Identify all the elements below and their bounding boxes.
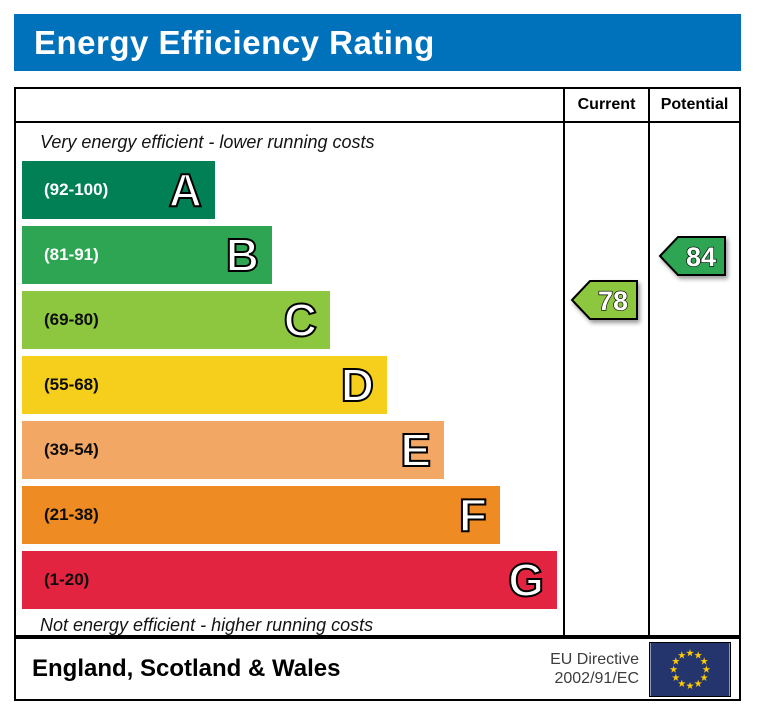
current-rating-value: 78 <box>598 286 628 316</box>
left-arrow-icon: 84 <box>658 236 726 276</box>
band-range-label: (21-38) <box>44 505 99 524</box>
band-range-label: (39-54) <box>44 440 99 459</box>
eu-flag-icon <box>649 641 731 697</box>
band-row-a: (92-100) A <box>22 161 739 219</box>
footer-bar: England, Scotland & Wales EU Directive 2… <box>14 637 741 701</box>
eu-directive-text: EU Directive 2002/91/EC <box>550 650 639 688</box>
band-row-b: (81-91) B <box>22 226 739 284</box>
band-letter: F <box>458 488 488 542</box>
band-range-label: (1-20) <box>44 570 90 589</box>
bottom-note: Not energy efficient - higher running co… <box>40 615 374 635</box>
band-bar-b: (81-91) B <box>22 226 272 284</box>
band-letter: C <box>283 293 318 347</box>
band-letter: D <box>340 358 375 412</box>
potential-column-divider <box>648 123 650 635</box>
band-row-e: (39-54) E <box>22 421 739 479</box>
band-row-f: (21-38) F <box>22 486 739 544</box>
band-letter: G <box>507 553 545 607</box>
band-bar-c: (69-80) C <box>22 291 330 349</box>
eu-directive-line1: EU Directive <box>550 651 639 668</box>
page-title: Energy Efficiency Rating <box>34 23 435 61</box>
band-bar-d: (55-68) D <box>22 356 387 414</box>
band-row-g: (1-20) G <box>22 551 739 609</box>
potential-rating-marker: 84 <box>658 234 728 278</box>
header-potential-cell: Potential <box>648 89 739 121</box>
chart-header-row: Current Potential <box>16 89 739 123</box>
title-bar: Energy Efficiency Rating <box>14 14 741 71</box>
band-letter: E <box>399 423 432 477</box>
current-rating-marker: 78 <box>570 278 640 322</box>
band-range-label: (81-91) <box>44 245 99 264</box>
band-bar-e: (39-54) E <box>22 421 444 479</box>
left-arrow-icon: 78 <box>570 280 638 320</box>
band-letter: A <box>168 163 203 217</box>
band-range-label: (55-68) <box>44 375 99 394</box>
potential-rating-value: 84 <box>686 242 716 272</box>
band-bar-g: (1-20) G <box>22 551 557 609</box>
eu-directive-line2: 2002/91/EC <box>554 670 639 687</box>
band-bar-f: (21-38) F <box>22 486 500 544</box>
top-note: Very energy efficient - lower running co… <box>40 132 375 152</box>
header-current-cell: Current <box>563 89 648 121</box>
band-bar-a: (92-100) A <box>22 161 215 219</box>
header-spacer-cell <box>16 89 563 121</box>
rating-chart: Current Potential Very energy efficient … <box>14 87 741 637</box>
current-column-divider <box>563 123 565 635</box>
band-row-d: (55-68) D <box>22 356 739 414</box>
band-letter: B <box>225 228 260 282</box>
band-range-label: (92-100) <box>44 180 109 199</box>
band-range-label: (69-80) <box>44 310 99 329</box>
region-title: England, Scotland & Wales <box>32 655 341 682</box>
chart-body: Very energy efficient - lower running co… <box>16 123 739 635</box>
band-row-c: (69-80) C <box>22 291 739 349</box>
